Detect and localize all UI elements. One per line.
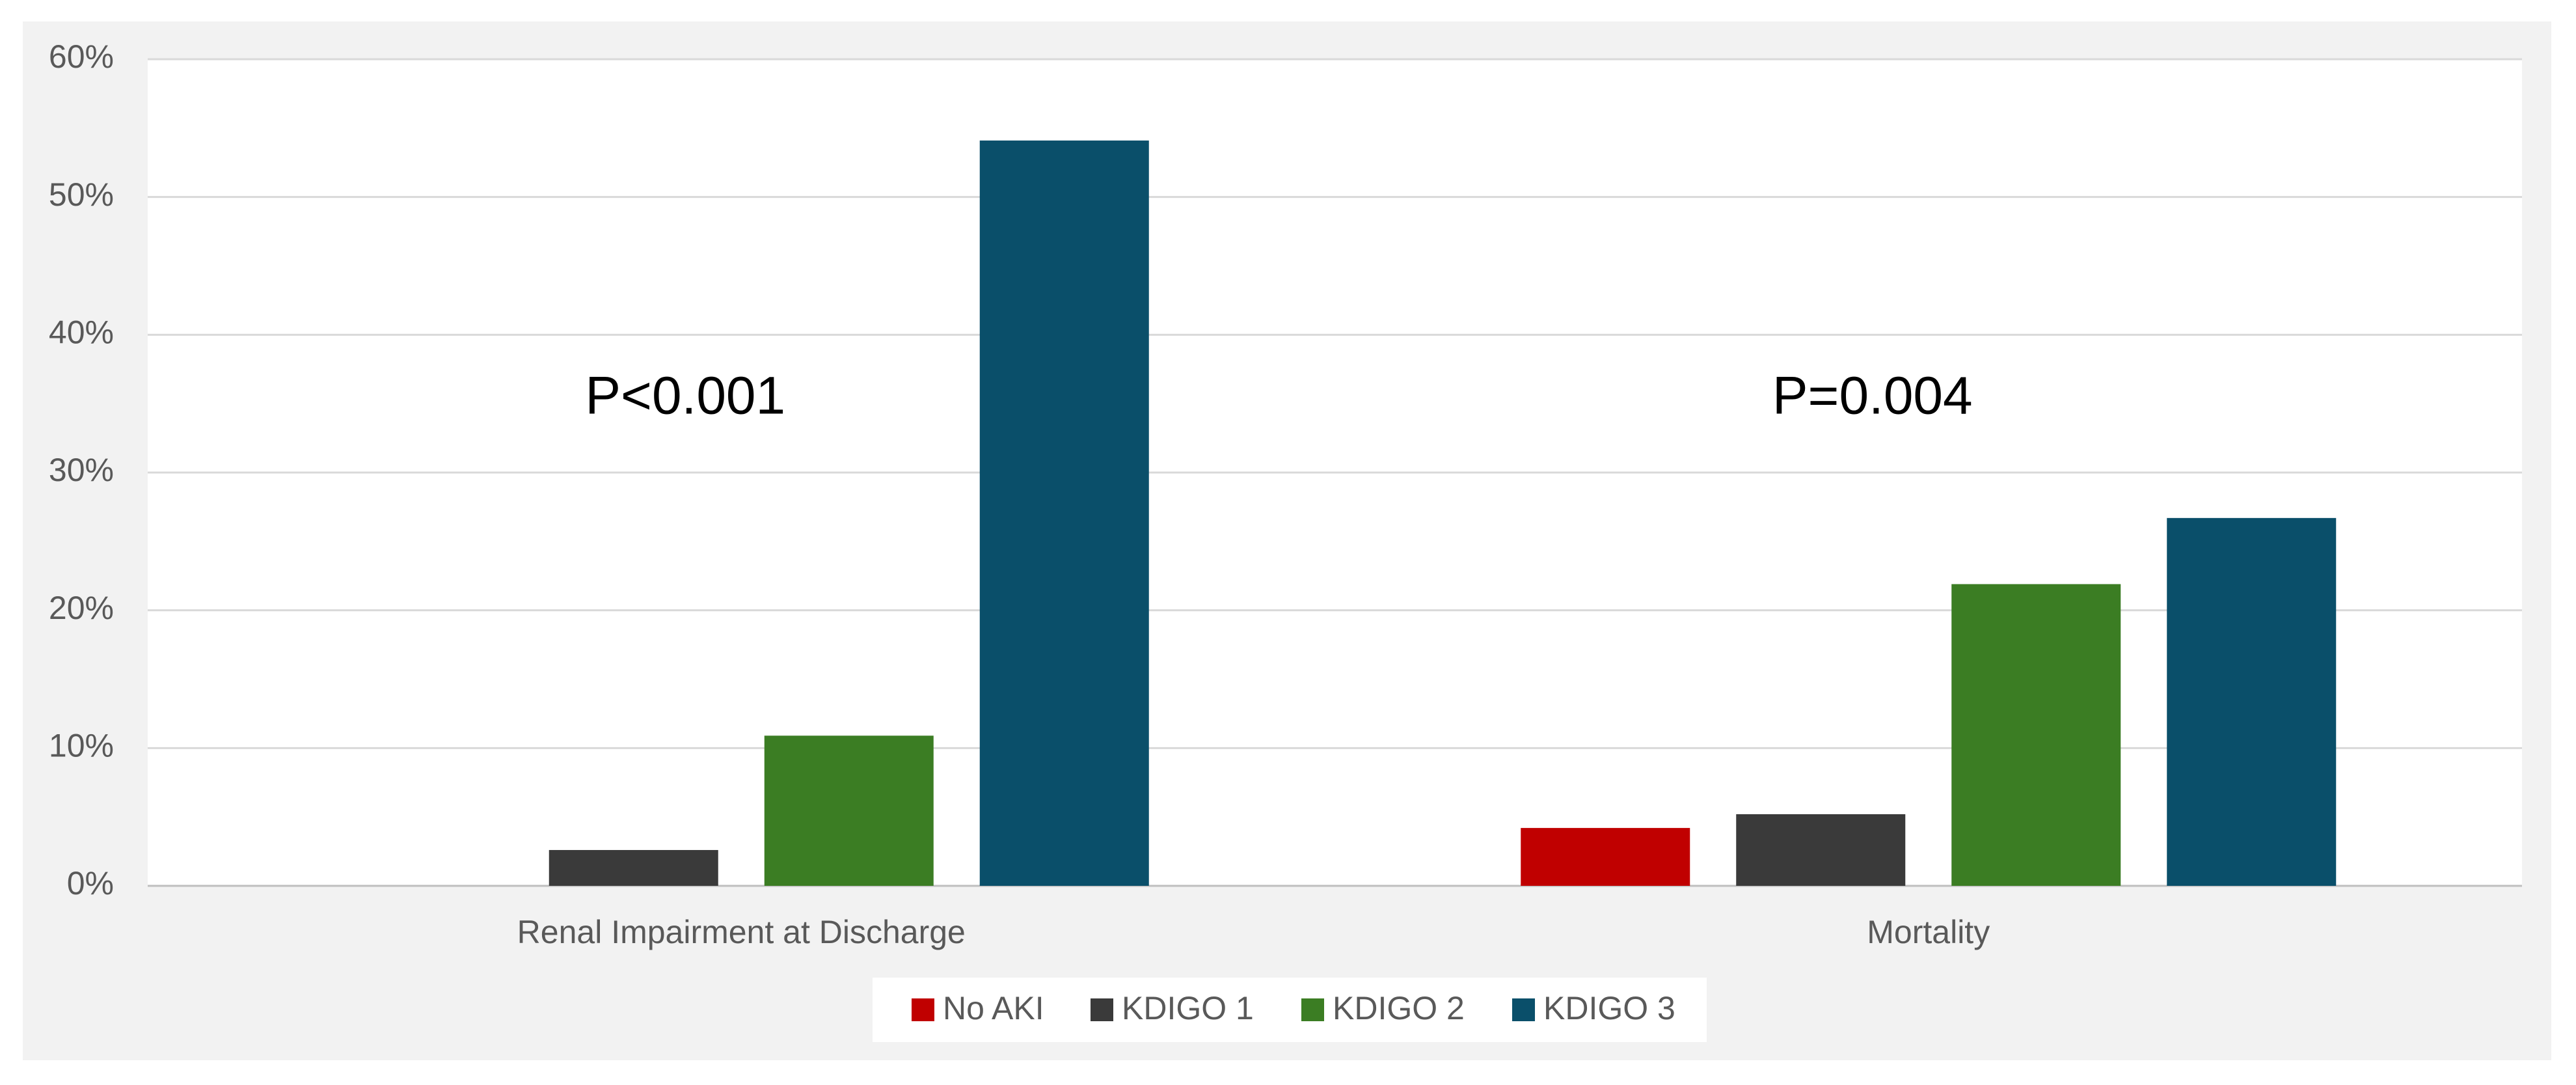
x-tick-label: Renal Impairment at Discharge: [517, 914, 966, 950]
y-tick-label: 0%: [67, 865, 114, 901]
y-tick-label: 40%: [49, 314, 114, 351]
annotation: P=0.004: [1772, 366, 1973, 426]
bar: [1521, 828, 1690, 886]
legend-swatch: [1091, 998, 1113, 1021]
y-tick-label: 50%: [49, 176, 114, 213]
bar: [1736, 814, 1906, 886]
bar: [979, 140, 1149, 886]
y-tick-label: 10%: [49, 728, 114, 764]
legend-box: [873, 978, 1707, 1042]
legend-swatch: [1512, 998, 1535, 1021]
legend-label: No AKI: [943, 990, 1044, 1026]
bar: [549, 849, 718, 886]
legend-swatch: [912, 998, 934, 1021]
legend-label: KDIGO 1: [1122, 990, 1254, 1026]
bar: [1951, 584, 2121, 886]
legend-label: KDIGO 3: [1543, 990, 1675, 1026]
legend-swatch: [1301, 998, 1324, 1021]
x-tick-label: Mortality: [1867, 914, 1990, 950]
bar: [2167, 517, 2337, 886]
bar: [764, 735, 934, 886]
y-tick-label: 60%: [49, 38, 114, 75]
y-tick-label: 30%: [49, 452, 114, 488]
annotation: P<0.001: [585, 366, 785, 426]
legend-label: KDIGO 2: [1333, 990, 1465, 1026]
y-tick-label: 20%: [49, 590, 114, 626]
